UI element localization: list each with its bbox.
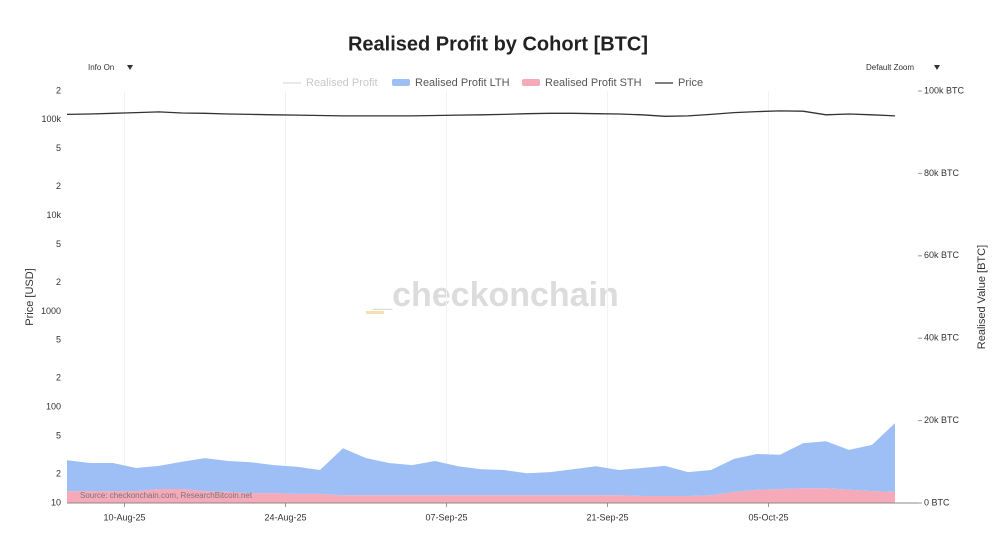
grid: [124, 91, 769, 503]
y-tick-label: 5: [56, 430, 61, 440]
y2-tick-label: 40k BTC: [924, 333, 960, 343]
y-axis-title: Price [USD]: [24, 268, 36, 325]
x-tick-label: 07-Sep-25: [425, 512, 467, 522]
dropdown-icon[interactable]: [934, 65, 940, 70]
y2-tick-label: 100k BTC: [924, 85, 965, 95]
legend-label: Realised Profit LTH: [415, 77, 510, 89]
watermark: _checkonchain: [372, 276, 619, 314]
y2-tick-label: 0 BTC: [924, 497, 950, 507]
y-tick-label: 100k: [41, 114, 61, 124]
y-tick-label: 10: [51, 497, 61, 507]
legend-label: Realised Profit: [306, 77, 378, 89]
y-tick-label: 5: [56, 239, 61, 249]
y2-tick-label: 20k BTC: [924, 415, 960, 425]
x-tick-label: 21-Sep-25: [586, 512, 628, 522]
y-tick-label: 100: [46, 402, 61, 412]
y-tick-label: 2: [56, 469, 61, 479]
x-tick-label: 10-Aug-25: [103, 512, 145, 522]
x-tick-label: 24-Aug-25: [264, 512, 306, 522]
y-tick-label: 10k: [46, 210, 61, 220]
y2-axis-title: Realised Value [BTC]: [976, 245, 988, 349]
legend-label: Price: [678, 77, 703, 89]
dropdown-icon[interactable]: [127, 65, 133, 70]
zoom-control[interactable]: Default Zoom: [866, 63, 914, 72]
y-tick-label: 1000: [41, 306, 61, 316]
watermark-accent: [366, 311, 384, 314]
y-tick-label: 2: [56, 373, 61, 383]
area: [67, 423, 895, 496]
y-tick-label: 2: [56, 277, 61, 287]
chart-title: Realised Profit by Cohort [BTC]: [348, 33, 648, 55]
info-toggle[interactable]: Info On: [88, 63, 114, 72]
y2-tick-label: 80k BTC: [924, 168, 960, 178]
legend-label: Realised Profit STH: [545, 77, 642, 89]
legend-swatch: [522, 79, 540, 86]
x-tick-label: 05-Oct-25: [748, 512, 788, 522]
price-line: [66, 110, 896, 117]
source: Source: checkonchain.com, ResearchBitcoi…: [80, 491, 253, 500]
y2-tick-label: 60k BTC: [924, 250, 960, 260]
y-tick-label: 2: [56, 181, 61, 191]
legend-swatch: [392, 79, 410, 86]
y-tick-label: 5: [56, 335, 61, 345]
y-tick-label: 5: [56, 143, 61, 153]
y-tick-label: 2: [56, 85, 61, 95]
area: [67, 488, 895, 503]
